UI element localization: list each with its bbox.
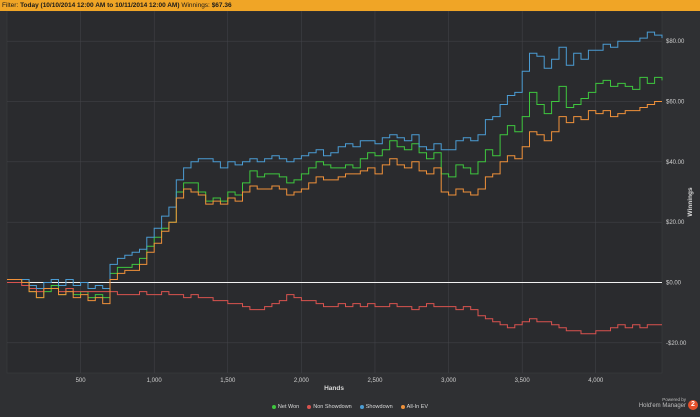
series-line-showdown [7, 31, 663, 289]
legend-dot-icon [271, 405, 276, 409]
brand-name: Hold'em Manager [638, 402, 686, 409]
y-tick-label: $40.00 [666, 160, 685, 166]
x-tick-label: 1,500 [220, 378, 236, 384]
legend-dot-icon [307, 405, 312, 409]
y-tick-label: $60.00 [666, 100, 685, 106]
series-line-non-showdown [7, 282, 662, 335]
winnings-label: Winnings: [181, 2, 210, 9]
x-tick-label: 3,500 [515, 378, 531, 384]
legend-label: All-In EV [406, 404, 429, 410]
filter-value: Today (10/10/2014 12:00 AM to 10/11/2014… [20, 2, 180, 9]
powered-by-text: Powered by [662, 397, 686, 402]
x-tick-label: 500 [76, 378, 87, 384]
x-axis-label: Hands [324, 385, 344, 392]
legend-label: Showdown [365, 404, 393, 410]
x-tick-label: 1,000 [147, 378, 163, 384]
legend-item[interactable]: All-In EV [400, 404, 429, 410]
x-axis-ticks: 500 1,000 1,500 2,000 2,500 3,000 3,500 4,000 [76, 378, 604, 384]
x-tick-label: 4,000 [588, 378, 604, 384]
legend-dot-icon [400, 405, 405, 409]
legend-label: Net Won [277, 404, 300, 410]
y-axis-label: Winnings [687, 187, 694, 217]
chart-legend: Net Won Non Showdown Showdown All-In EV [0, 403, 700, 411]
series-line-net-won [7, 76, 663, 299]
chart-container: 500 1,000 1,500 2,000 2,500 3,000 3,500 4,000 -… [0, 10, 700, 412]
legend-item[interactable]: Non Showdown [307, 404, 352, 410]
legend-item[interactable]: Net Won [271, 404, 300, 410]
y-tick-label: -$20.00 [666, 341, 687, 347]
y-tick-label: $20.00 [666, 220, 685, 226]
legend-item[interactable]: Showdown [359, 404, 393, 410]
plot-background [6, 10, 663, 374]
legend-dot-icon [359, 405, 364, 409]
branding: Powered by Hold'em Manager [638, 397, 686, 409]
y-axis-ticks: -$20.00 $0.00 $20.00 $40.00 $60.00 $80.00 [666, 39, 687, 347]
y-tick-label: $0.00 [666, 281, 682, 287]
x-tick-label: 2,500 [367, 378, 383, 384]
series-group [7, 31, 663, 335]
x-tick-label: 3,000 [441, 378, 457, 384]
brand-logo-icon: 2 [688, 400, 698, 410]
winnings-chart: 500 1,000 1,500 2,000 2,500 3,000 3,500 4,000 -… [6, 10, 694, 392]
filter-label: Filter: [2, 2, 19, 9]
series-line-all-in-ev [7, 101, 662, 305]
x-tick-label: 2,000 [294, 378, 310, 384]
filter-bar: Filter: Today (10/10/2014 12:00 AM to 10… [0, 0, 700, 11]
winnings-value: $67.36 [211, 2, 232, 9]
legend-label: Non Showdown [313, 404, 352, 410]
y-tick-label: $80.00 [666, 39, 685, 45]
